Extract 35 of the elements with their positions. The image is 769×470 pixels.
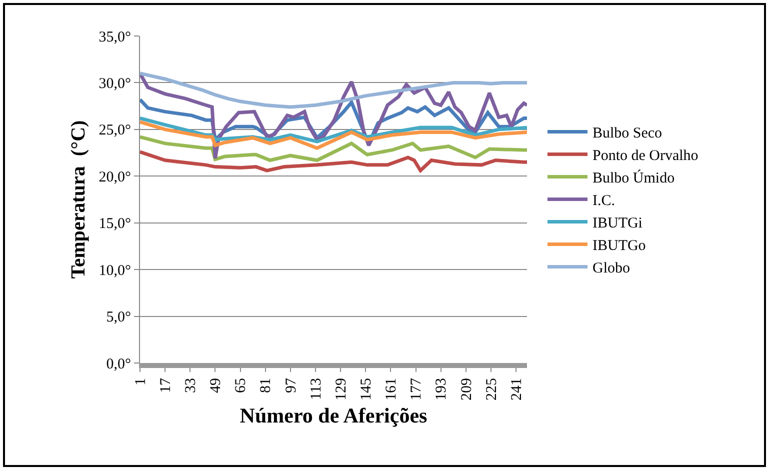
y-tick-label: 10,0°	[98, 262, 131, 279]
x-tick-label: 145	[358, 378, 374, 400]
line-series	[140, 150, 527, 172]
x-tick-label: 113	[308, 378, 324, 400]
x-tick-label: 1	[132, 378, 149, 386]
x-axis-title: Número de Aferições	[240, 404, 428, 428]
legend-label: Globo	[592, 260, 630, 277]
legend-label: Bulbo Úmido	[592, 170, 675, 187]
x-tick-label: 97	[283, 378, 300, 393]
x-tick-label: 81	[258, 378, 274, 393]
x-tick-label: 49	[208, 378, 224, 393]
y-tick-label: 20,0°	[98, 169, 131, 186]
legend-label: Ponto de Orvalho	[592, 148, 698, 164]
line-series	[140, 135, 527, 162]
y-tick-label: 30,0°	[98, 76, 131, 92]
x-tick-label: 65	[233, 378, 250, 393]
x-tick-label: 193	[434, 378, 450, 400]
x-tick-label: 225	[484, 378, 500, 400]
y-tick-label: 15,0°	[98, 216, 131, 232]
legend-label: IBUTGo	[592, 238, 646, 254]
x-tick-label: 209	[458, 378, 475, 400]
x-tick-label: 177	[408, 378, 425, 400]
y-tick-label: 0,0°	[106, 356, 131, 372]
x-tick-label: 241	[508, 378, 525, 400]
legend-label: I.C.	[592, 193, 615, 210]
x-tick-label: 17	[158, 378, 174, 393]
y-tick-label: 35,0°	[98, 29, 131, 46]
y-axis-title: Temperatura (°C)	[67, 120, 90, 279]
legend-label: IBUTGi	[592, 216, 642, 232]
y-tick-label: 25,0°	[98, 122, 131, 139]
x-tick-label: 33	[183, 378, 200, 393]
x-tick-label: 129	[333, 378, 350, 400]
legend-label: Bulbo Seco	[592, 126, 662, 142]
x-tick-label: 161	[384, 378, 400, 400]
y-tick-label: 5,0°	[106, 310, 131, 326]
